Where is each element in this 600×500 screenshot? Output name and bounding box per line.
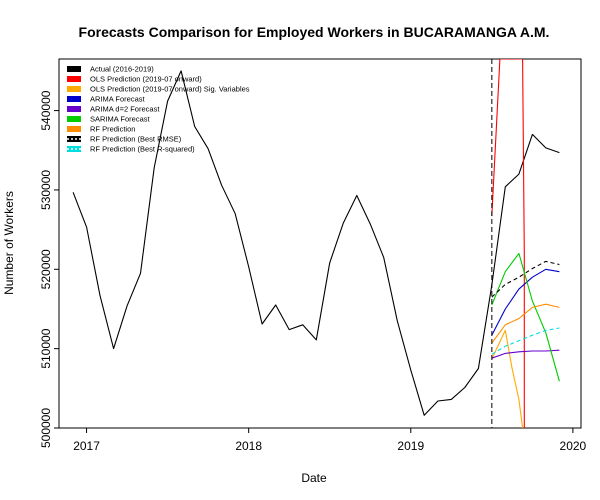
legend-key [67,136,81,142]
series-line [491,329,524,428]
legend-label: SARIMA Forecast [90,115,151,124]
legend-key [67,126,81,132]
legend-label: RF Prediction [90,125,135,134]
legend-label: Actual (2016-2019) [90,65,154,74]
legend: Actual (2016-2019)OLS Prediction (2019-0… [67,65,250,154]
series-line [491,260,560,298]
y-tick-label: 530000 [39,170,53,210]
legend-key [67,106,81,112]
chart-title: Forecasts Comparison for Employed Worker… [79,24,550,40]
legend-key [67,76,81,82]
legend-key [67,86,81,92]
series-line [491,252,560,382]
x-axis: 2017 2018 2019 2020 [73,428,587,453]
x-tick-label: 2017 [73,439,100,453]
legend-key [67,96,81,102]
x-tick-label: 2019 [397,439,424,453]
x-axis-label: Date [301,471,327,485]
legend-label: ARIMA Forecast [90,95,146,104]
legend-label: OLS Prediction (2019-07 onward) [90,75,202,84]
series-line [491,59,525,428]
y-tick-label: 540000 [39,90,53,130]
legend-key [67,66,81,72]
legend-key [67,146,81,152]
y-tick-label: 510000 [39,328,53,368]
series-line [491,327,560,355]
legend-label: ARIMA d=2 Forecast [90,105,160,114]
x-tick-label: 2018 [235,439,262,453]
series-lines [72,59,560,428]
legend-label: RF Prediction (Best RMSE) [90,135,182,144]
x-tick-label: 2020 [560,439,587,453]
y-tick-label: 500000 [39,408,53,448]
y-axis-label: Number of Workers [2,191,16,295]
series-line [72,70,560,416]
series-line [491,349,560,359]
y-tick-label: 520000 [39,249,53,289]
legend-key [67,116,81,122]
series-line [491,303,560,344]
plot-frame [58,58,582,429]
legend-label: OLS Prediction (2019-07 onward) Sig. Var… [90,85,250,94]
series-line [491,268,560,336]
y-axis: 500000 510000 520000 530000 540000 [39,90,59,448]
legend-label: RF Prediction (Best R-squared) [90,145,195,154]
